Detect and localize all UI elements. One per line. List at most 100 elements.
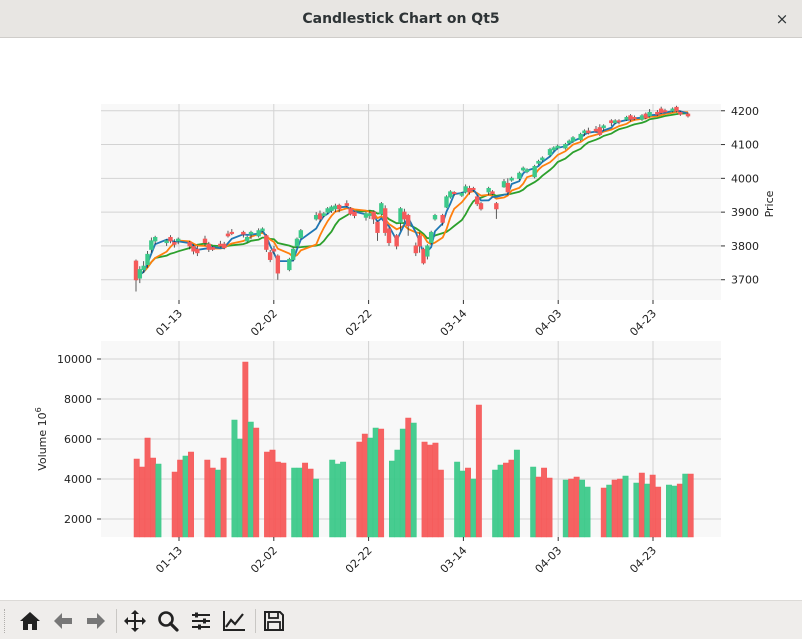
candle-body: [146, 254, 149, 264]
volume-bar: [438, 470, 443, 537]
candle-body: [242, 232, 245, 234]
home-button[interactable]: [16, 607, 44, 635]
candle-body: [176, 239, 179, 241]
volume-bar: [677, 484, 682, 537]
volume-bar: [612, 480, 617, 537]
candle-body: [686, 114, 689, 116]
volume-bar: [264, 452, 269, 537]
candle-body: [299, 231, 302, 238]
candle-body: [291, 249, 294, 259]
save-button[interactable]: [260, 607, 288, 635]
candle-body: [295, 239, 298, 246]
candle-body: [640, 116, 643, 119]
candle-body: [165, 241, 168, 243]
volume-bar: [357, 442, 362, 537]
volume-bar: [188, 452, 193, 537]
close-button[interactable]: ×: [772, 9, 792, 29]
candle-body: [257, 231, 260, 236]
volume-bar: [308, 469, 313, 537]
volume-bar: [574, 477, 579, 537]
toolbar-separator: [255, 609, 256, 633]
volume-bar: [688, 474, 693, 537]
volume-x-ticks: 01-13 02-02 02-22 03-14 04-03 04-23: [153, 537, 659, 576]
edit-curves-button[interactable]: [220, 607, 248, 635]
x-tick-label: 03-14: [438, 544, 470, 576]
volume-bar: [243, 362, 248, 537]
candle-body: [429, 232, 432, 242]
figure-svg: 3700 3800 3900 4000 4100 4200 01-13 02-02 02-22…: [0, 38, 802, 600]
candle-body: [617, 121, 620, 122]
candle-body: [521, 168, 524, 170]
candle-body: [245, 237, 248, 240]
volume-bar: [536, 477, 541, 537]
volume-bar: [672, 486, 677, 537]
volume-y-label-group: Volume 106: [34, 407, 49, 471]
candle-body: [426, 246, 429, 256]
price-y-ticks: 370038003900400041004200: [721, 105, 759, 287]
candle-body: [610, 121, 613, 123]
figure-canvas[interactable]: 3700 3800 3900 4000 4100 4200 01-13 02-02 02-22…: [0, 38, 802, 600]
back-button[interactable]: [49, 607, 77, 635]
volume-bar: [655, 487, 660, 537]
forward-button[interactable]: [82, 607, 110, 635]
volume-bar: [400, 429, 405, 537]
volume-bar: [172, 472, 177, 537]
candle-body: [602, 126, 605, 128]
candle-body: [334, 206, 337, 209]
x-tick-label: 04-03: [533, 544, 565, 576]
x-tick-label: 04-03: [533, 307, 565, 339]
pan-icon: [123, 609, 147, 633]
candle-body: [188, 243, 191, 246]
candle-body: [272, 249, 275, 251]
candle-body: [533, 167, 536, 177]
candle-body: [169, 237, 172, 240]
volume-bar: [514, 450, 519, 537]
toolbar-grip[interactable]: [4, 609, 8, 633]
pan-button[interactable]: [121, 607, 149, 635]
zoom-button[interactable]: [154, 607, 182, 635]
volume-bar: [232, 420, 237, 537]
volume-bar: [145, 438, 150, 537]
volume-bar: [335, 464, 340, 537]
candle-body: [579, 134, 582, 139]
candle-body: [510, 178, 513, 180]
volume-bar: [454, 462, 459, 537]
volume-bar: [362, 434, 367, 537]
volume-bar: [563, 480, 568, 537]
candle-body: [659, 109, 662, 112]
candle-body: [656, 112, 659, 114]
volume-bar: [465, 468, 470, 537]
volume-bar: [607, 485, 612, 537]
candle-body: [556, 146, 559, 148]
volume-bar: [492, 470, 497, 537]
volume-bar: [406, 418, 411, 537]
x-tick-label: 04-23: [627, 307, 659, 339]
configure-subplots-icon: [189, 609, 213, 633]
candle-body: [376, 222, 379, 232]
y-tick-label: 4100: [731, 139, 759, 152]
candle-body: [249, 232, 252, 234]
candle-body: [406, 216, 409, 226]
candle-body: [449, 192, 452, 197]
candle-body: [418, 236, 421, 246]
y-tick-label: 4200: [731, 105, 759, 118]
candle-body: [422, 249, 425, 263]
candle-body: [268, 253, 271, 260]
volume-bar: [395, 450, 400, 537]
x-tick-label: 03-14: [438, 307, 470, 339]
candle-body: [414, 246, 417, 253]
candle-body: [276, 256, 279, 273]
candle-body: [203, 239, 206, 242]
candle-body: [387, 229, 390, 243]
volume-bar: [275, 462, 280, 537]
candle-body: [491, 192, 494, 194]
x-tick-label: 02-22: [343, 307, 375, 339]
volume-bar: [281, 463, 286, 537]
configure-subplots-button[interactable]: [187, 607, 215, 635]
candle-body: [460, 194, 463, 196]
volume-bar: [617, 479, 622, 537]
home-icon: [18, 609, 42, 633]
volume-bar: [205, 460, 210, 537]
candle-body: [468, 188, 471, 191]
